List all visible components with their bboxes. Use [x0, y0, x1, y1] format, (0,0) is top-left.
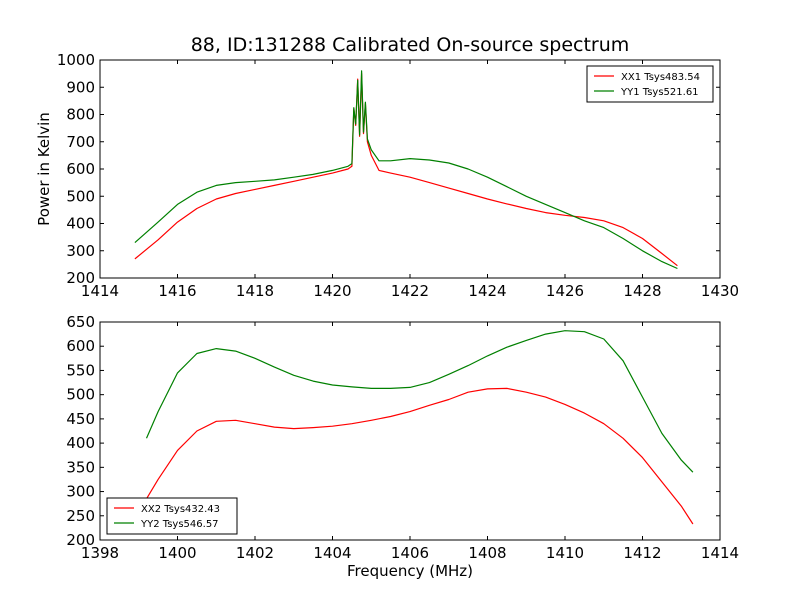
x-tick-label: 1412 — [623, 544, 661, 562]
series-line-1-2 — [134, 70, 678, 270]
y-tick-label: 250 — [66, 507, 95, 525]
x-tick-label: 1414 — [701, 544, 739, 562]
legend-label: YY2 Tsys546.57 — [140, 519, 219, 530]
legend: XX2 Tsys432.43 YY2 Tsys546.57 — [106, 497, 238, 535]
legend-label: XX2 Tsys432.43 — [141, 504, 220, 515]
plot-panel-2: 1398 1400 1402 1404 1406 1408 1410 1412 1414 200 2… — [66, 313, 739, 562]
x-tick-label: 1420 — [313, 282, 351, 300]
x-tick-label: 1426 — [546, 282, 584, 300]
y-tick-label: 500 — [66, 386, 95, 404]
y-tick-label: 300 — [66, 483, 95, 501]
series-line-2-2 — [145, 330, 694, 473]
x-tick-label: 1406 — [391, 544, 429, 562]
y-tick-label: 200 — [66, 531, 95, 549]
legend-label: XX1 Tsys483.54 — [621, 72, 700, 83]
legend-label: YY1 Tsys521.61 — [620, 87, 699, 98]
y-tick-label: 200 — [66, 269, 95, 287]
y-tick-label: 350 — [66, 458, 95, 476]
x-tick-label: 1424 — [468, 282, 506, 300]
y-tick-label: 450 — [66, 410, 95, 428]
x-tick-label: 1416 — [158, 282, 196, 300]
x-tick-label: 1418 — [236, 282, 274, 300]
legend: XX1 Tsys483.54 YY1 Tsys521.61 — [586, 65, 714, 103]
x-axis-label: Frequency (MHz) — [346, 562, 474, 580]
y-tick-label: 400 — [66, 434, 95, 452]
y-tick-label: 1000 — [57, 51, 95, 69]
y-tick-label: 550 — [66, 361, 95, 379]
series-line-2-1 — [145, 387, 694, 525]
y-tick-label: 300 — [66, 242, 95, 260]
legend-box — [106, 497, 238, 535]
chart-title: 88, ID:131288 Calibrated On-source spect… — [190, 34, 630, 56]
y-tick-label: 800 — [66, 106, 95, 124]
x-tick-label: 1404 — [313, 544, 351, 562]
y-tick-label: 700 — [66, 133, 95, 151]
x-tick-label: 1408 — [468, 544, 506, 562]
x-tick-label: 1414 — [81, 282, 119, 300]
x-tick-label: 1400 — [158, 544, 196, 562]
x-tick-label: 1428 — [623, 282, 661, 300]
y-tick-label: 900 — [66, 78, 95, 96]
y-tick-label: 600 — [66, 160, 95, 178]
legend-box — [586, 65, 714, 103]
y-tick-label: 500 — [66, 187, 95, 205]
y-tick-label: 650 — [66, 313, 95, 331]
plot-panel-1: 1414 1416 1418 1420 1422 1424 1426 1428 1430 200 3… — [57, 51, 739, 300]
y-tick-label: 600 — [66, 337, 95, 355]
x-tick-label: 1398 — [81, 544, 119, 562]
x-tick-label: 1402 — [236, 544, 274, 562]
x-tick-label: 1410 — [546, 544, 584, 562]
x-tick-label: 1422 — [391, 282, 429, 300]
x-tick-label: 1430 — [701, 282, 739, 300]
y-tick-label: 400 — [66, 215, 95, 233]
